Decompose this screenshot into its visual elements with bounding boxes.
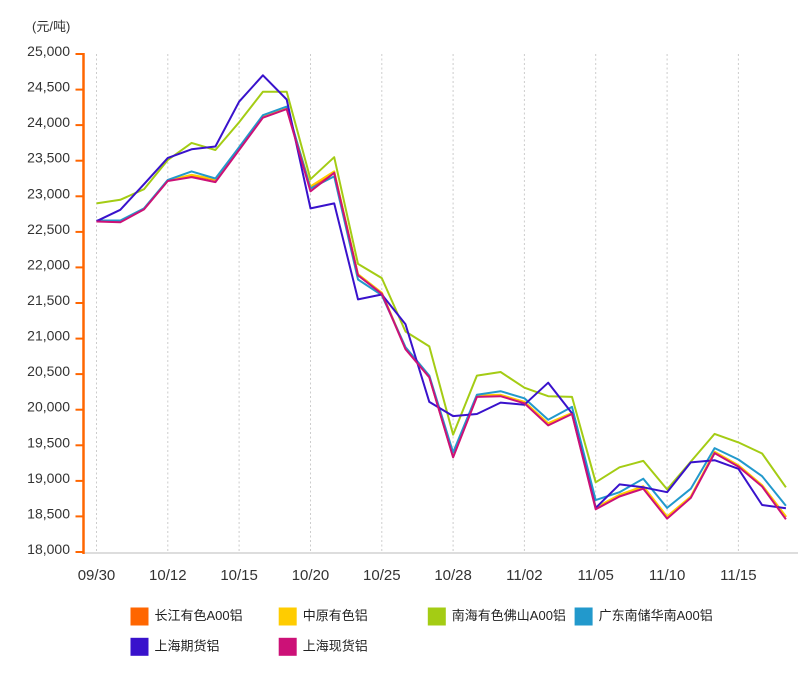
svg-text:上海期货铝: 上海期货铝 bbox=[155, 639, 220, 654]
svg-text:11/10: 11/10 bbox=[649, 567, 685, 584]
svg-text:21,000: 21,000 bbox=[27, 328, 70, 344]
svg-text:19,000: 19,000 bbox=[27, 470, 70, 486]
svg-text:24,500: 24,500 bbox=[27, 79, 70, 95]
svg-text:09/30: 09/30 bbox=[78, 567, 116, 584]
svg-text:10/28: 10/28 bbox=[434, 567, 472, 584]
svg-text:22,500: 22,500 bbox=[27, 221, 70, 237]
svg-text:25,000: 25,000 bbox=[27, 43, 70, 59]
svg-text:广东南储华南A00铝: 广东南储华南A00铝 bbox=[599, 608, 713, 623]
svg-text:20,500: 20,500 bbox=[27, 363, 70, 379]
svg-text:19,500: 19,500 bbox=[27, 434, 70, 450]
svg-text:10/15: 10/15 bbox=[220, 567, 258, 584]
svg-text:11/02: 11/02 bbox=[506, 567, 542, 584]
svg-text:中原有色铝: 中原有色铝 bbox=[303, 608, 368, 623]
svg-text:23,000: 23,000 bbox=[27, 185, 70, 201]
svg-text:11/05: 11/05 bbox=[577, 567, 613, 584]
svg-text:22,000: 22,000 bbox=[27, 256, 70, 272]
svg-text:20,000: 20,000 bbox=[27, 399, 70, 415]
svg-text:10/20: 10/20 bbox=[292, 567, 330, 584]
svg-text:21,500: 21,500 bbox=[27, 292, 70, 308]
svg-text:18,500: 18,500 bbox=[27, 505, 70, 521]
svg-text:23,500: 23,500 bbox=[27, 150, 70, 166]
svg-text:长江有色A00铝: 长江有色A00铝 bbox=[155, 608, 243, 623]
svg-text:10/25: 10/25 bbox=[363, 567, 401, 584]
svg-text:10/12: 10/12 bbox=[149, 567, 187, 584]
svg-text:24,000: 24,000 bbox=[27, 114, 70, 130]
svg-text:11/15: 11/15 bbox=[720, 567, 756, 584]
svg-text:18,000: 18,000 bbox=[27, 541, 70, 557]
svg-text:上海现货铝: 上海现货铝 bbox=[303, 639, 368, 654]
svg-text:南海有色佛山A00铝: 南海有色佛山A00铝 bbox=[452, 608, 566, 623]
svg-text:(元/吨): (元/吨) bbox=[32, 19, 70, 34]
